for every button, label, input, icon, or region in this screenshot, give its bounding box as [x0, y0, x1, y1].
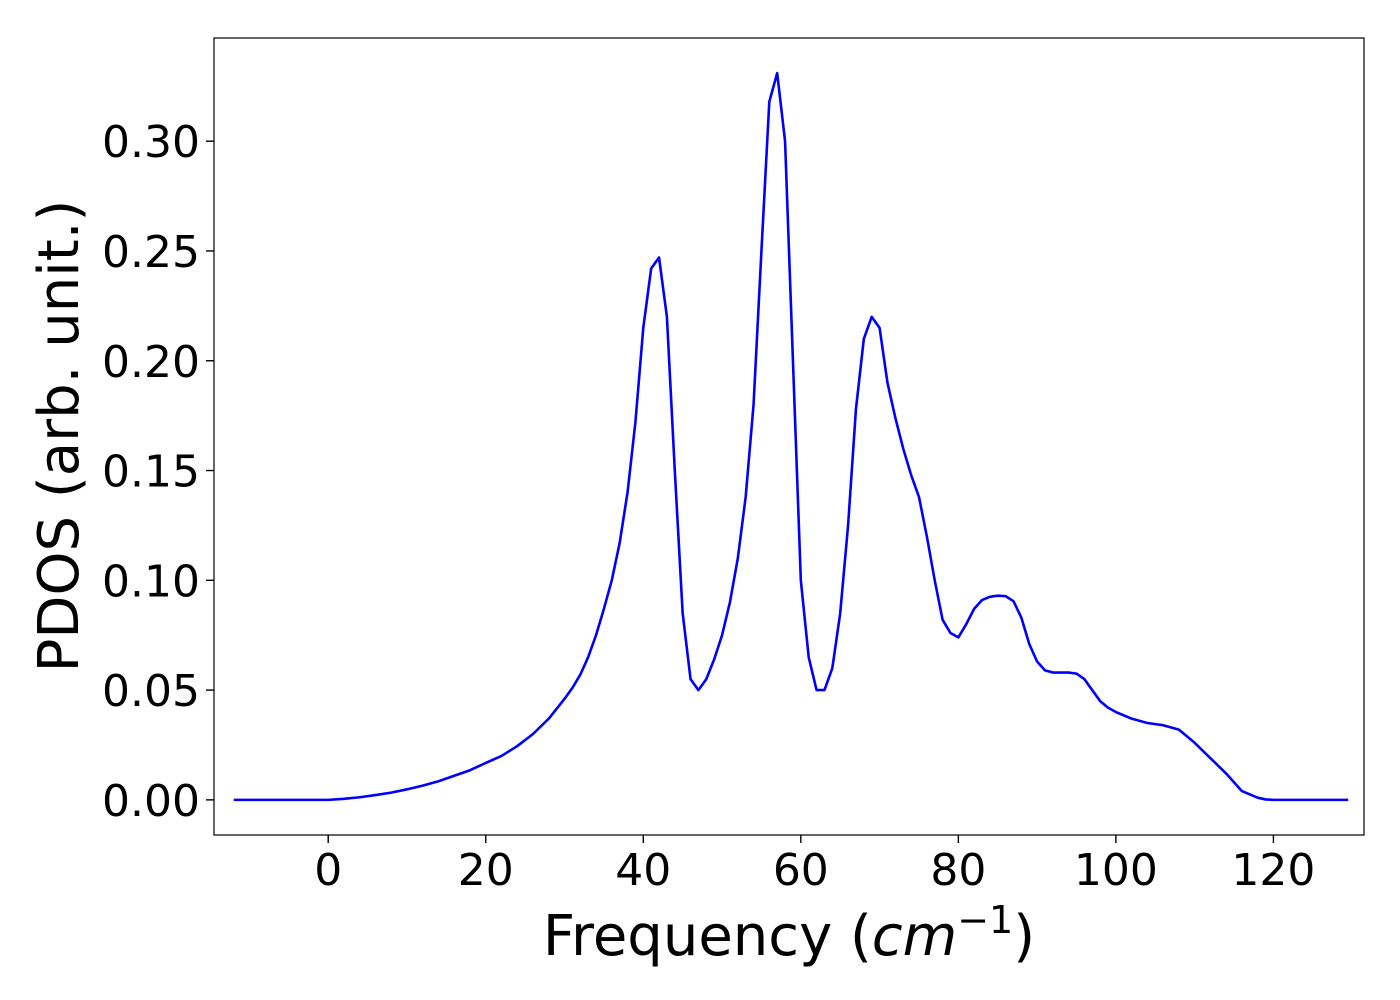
y-tick-label: 0.10	[102, 556, 200, 607]
x-axis-label-suffix: )	[1013, 904, 1035, 969]
x-tick-label: 20	[458, 845, 514, 896]
x-tick-label: 100	[1074, 845, 1158, 896]
series-line-0	[233, 71, 1349, 802]
y-tick-label: 0.15	[102, 447, 200, 498]
x-tick-label: 120	[1231, 845, 1315, 896]
y-tick-label: 0.25	[102, 227, 200, 278]
x-axis-label-prefix: Frequency (	[543, 904, 872, 969]
series-layer	[233, 71, 1349, 802]
ticks-layer: 0 20 40 60 80 100 120 0.00 0.05 0.10 0.15 0.20 0.25 0…	[102, 117, 1315, 896]
x-tick-label: 60	[773, 845, 829, 896]
y-tick-label: 0.30	[102, 117, 200, 168]
x-axis-label-exponent: −1	[957, 898, 1013, 942]
plot-frame	[213, 37, 1365, 836]
y-tick-label: 0.05	[102, 666, 200, 717]
y-tick-label: 0.20	[102, 337, 200, 388]
x-tick-label: 0	[314, 845, 342, 896]
y-axis-label: PDOS (arb. unit.)	[27, 200, 92, 673]
x-tick-label: 40	[615, 845, 671, 896]
x-tick-label: 80	[930, 845, 986, 896]
y-tick-label: 0.00	[102, 776, 200, 827]
x-axis-label: Frequency (cm−1)	[543, 898, 1035, 969]
x-axis-label-variable: cm	[872, 904, 957, 969]
